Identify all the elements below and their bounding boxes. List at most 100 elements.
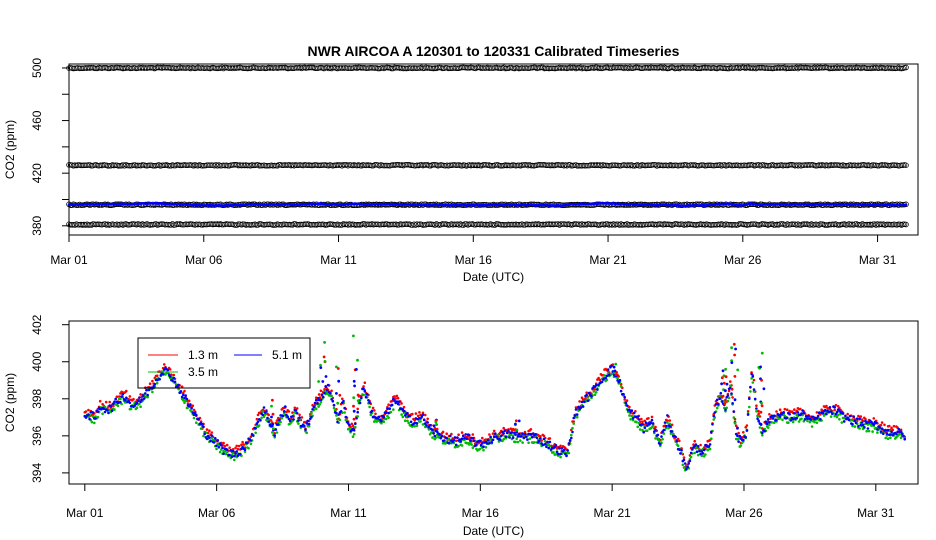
data-point [426, 421, 430, 424]
data-point [656, 437, 660, 440]
data-point [521, 441, 524, 444]
data-point [415, 424, 419, 428]
data-point [490, 441, 494, 444]
data-point [667, 426, 670, 430]
data-point [631, 417, 635, 420]
data-point [815, 417, 819, 420]
data-point [795, 416, 798, 420]
data-point [680, 449, 683, 452]
data-point [662, 428, 666, 432]
data-point [199, 427, 203, 430]
data-point [552, 451, 555, 454]
data-point [304, 428, 307, 432]
data-point [509, 433, 513, 437]
data-point [355, 417, 358, 420]
data-point [326, 383, 330, 387]
data-point [858, 427, 861, 430]
data-point [220, 444, 223, 447]
data-point [418, 411, 421, 414]
data-point [116, 404, 120, 408]
data-point [217, 446, 221, 449]
data-point [101, 412, 104, 416]
data-point [865, 421, 868, 425]
data-point [356, 410, 360, 414]
data-point [664, 424, 668, 428]
data-point [570, 436, 573, 440]
data-point [142, 397, 146, 400]
data-point [267, 420, 271, 424]
data-point [218, 450, 222, 454]
top-y-tick-label: 500 [30, 58, 44, 78]
data-point [223, 444, 227, 448]
data-point [872, 417, 876, 420]
data-point [454, 443, 458, 447]
data-point [224, 452, 228, 456]
data-point [861, 423, 865, 427]
data-point [831, 412, 834, 416]
data-point [678, 448, 681, 451]
data-point [800, 412, 803, 415]
data-point [744, 435, 747, 439]
data-point [799, 407, 802, 411]
data-point [210, 436, 214, 440]
bottom-x-tick-label: Mar 16 [462, 506, 500, 520]
data-point [730, 392, 733, 395]
data-point [610, 372, 613, 376]
data-point [625, 404, 629, 407]
data-point [465, 437, 469, 441]
data-point [842, 420, 846, 423]
data-point [669, 432, 673, 435]
data-point [714, 403, 718, 406]
data-point [623, 398, 626, 401]
data-point [892, 424, 896, 428]
data-point [259, 419, 262, 422]
data-point [890, 426, 893, 430]
bottom-x-tick-label: Mar 11 [330, 506, 367, 520]
data-point [746, 413, 750, 416]
data-point [737, 431, 740, 435]
data-point [233, 458, 236, 462]
data-point [529, 432, 533, 436]
data-point [286, 415, 290, 419]
data-point [521, 432, 524, 435]
data-point [396, 402, 400, 406]
data-point [285, 413, 288, 417]
data-point [382, 415, 386, 419]
data-point [395, 394, 399, 398]
data-point [572, 420, 575, 423]
data-point [187, 399, 191, 403]
data-point [331, 400, 335, 403]
data-point [170, 373, 173, 377]
data-point [752, 378, 756, 382]
data-point [580, 400, 584, 404]
data-point [348, 423, 351, 427]
data-point [424, 422, 427, 425]
data-point [419, 420, 422, 423]
data-point [184, 394, 187, 397]
data-point [547, 446, 550, 450]
data-point [678, 439, 681, 443]
data-point [719, 391, 723, 395]
data-point [148, 382, 152, 386]
data-point [384, 411, 388, 415]
data-point [896, 430, 899, 434]
data-point [185, 397, 189, 401]
data-point [323, 388, 326, 391]
data-point [84, 410, 88, 413]
data-point [815, 421, 819, 425]
data-point [624, 401, 628, 405]
data-point [276, 423, 280, 426]
data-point [581, 405, 585, 408]
data-point [155, 381, 159, 385]
data-point [341, 397, 344, 401]
data-point [419, 417, 422, 420]
data-point [197, 417, 200, 421]
data-point [138, 402, 141, 406]
data-point [622, 392, 625, 396]
data-point [360, 396, 363, 400]
data-point [701, 452, 705, 455]
data-point [388, 407, 392, 411]
data-point [543, 440, 547, 443]
data-point [453, 436, 457, 439]
data-point [183, 389, 186, 393]
